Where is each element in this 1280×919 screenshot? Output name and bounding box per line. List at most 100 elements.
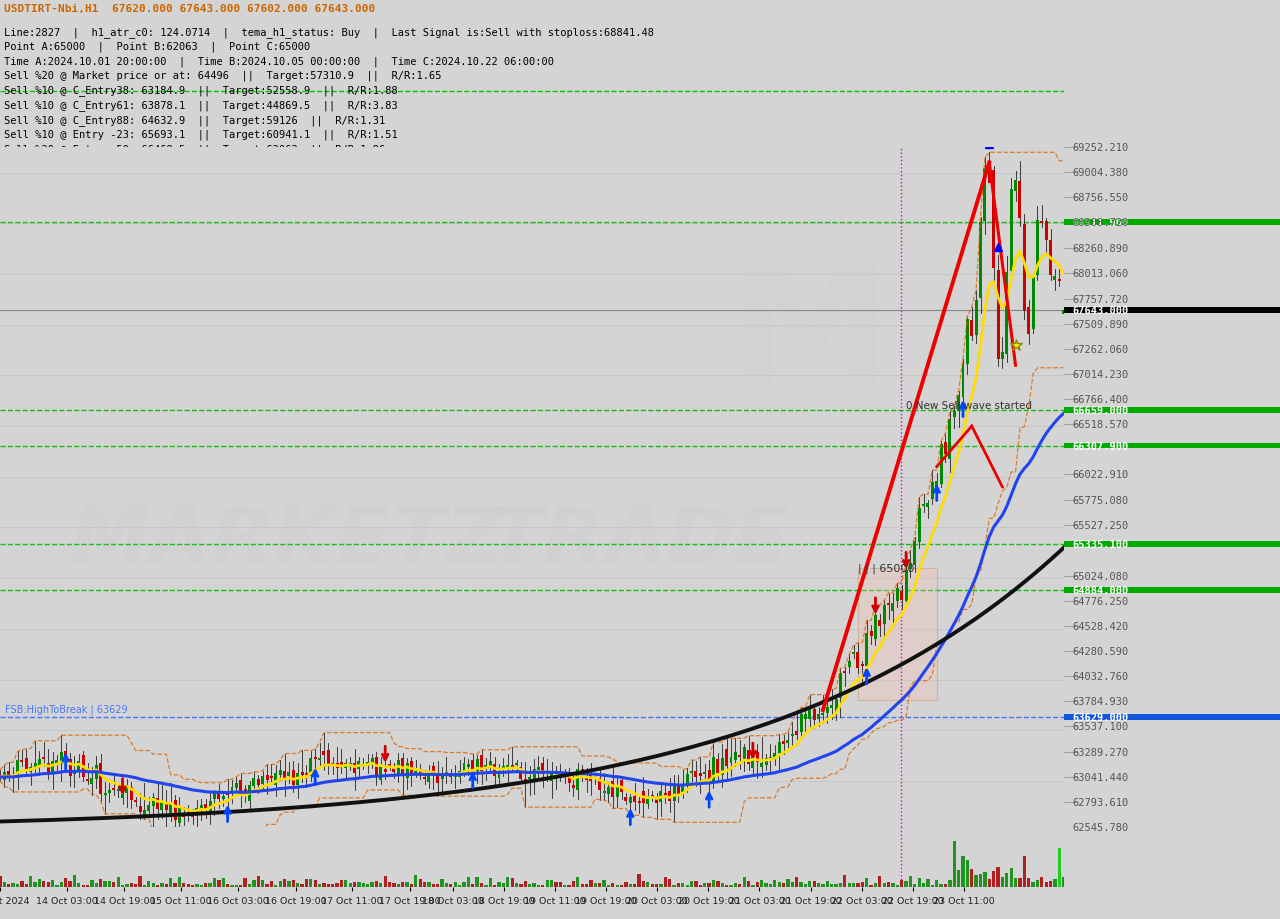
Bar — [279, 881, 282, 887]
Bar — [296, 883, 300, 887]
Bar — [261, 776, 264, 784]
Bar — [677, 785, 680, 796]
Bar — [99, 764, 102, 794]
Bar — [122, 794, 124, 798]
Bar — [484, 885, 488, 887]
Bar — [957, 396, 960, 412]
Bar — [896, 885, 899, 887]
Bar — [480, 755, 483, 771]
Text: 66307.900: 66307.900 — [1073, 441, 1129, 451]
Bar — [91, 880, 93, 887]
Bar — [29, 876, 32, 887]
Bar — [453, 882, 457, 887]
Bar — [755, 882, 759, 887]
Bar — [99, 879, 102, 887]
Bar — [274, 885, 278, 887]
Bar — [212, 878, 216, 887]
Bar — [134, 800, 137, 802]
Bar — [428, 771, 430, 782]
Bar — [1001, 353, 1004, 359]
Bar — [612, 781, 614, 797]
Bar — [205, 804, 207, 810]
Bar — [239, 780, 242, 795]
Text: 68508.720: 68508.720 — [1073, 218, 1129, 228]
Bar — [616, 786, 618, 797]
Bar — [436, 773, 439, 783]
Bar — [91, 778, 93, 784]
Bar — [270, 776, 273, 777]
Bar — [191, 815, 195, 817]
Text: 69004.380: 69004.380 — [1073, 168, 1129, 178]
Bar — [323, 752, 325, 754]
Bar — [120, 885, 124, 887]
Bar — [869, 631, 873, 636]
Bar — [502, 883, 506, 887]
Bar — [113, 789, 115, 790]
Bar — [108, 790, 111, 793]
Bar — [637, 875, 641, 887]
Bar — [147, 881, 151, 887]
Bar — [891, 603, 895, 612]
Bar — [681, 882, 685, 887]
Bar — [462, 882, 466, 887]
Bar — [541, 764, 544, 774]
Bar — [339, 879, 343, 887]
Bar — [643, 791, 645, 803]
Bar — [296, 774, 300, 786]
Bar — [323, 883, 325, 887]
Bar — [82, 885, 84, 887]
Bar — [86, 885, 90, 887]
Bar — [1027, 308, 1030, 335]
Bar — [686, 885, 689, 887]
Bar — [104, 793, 106, 795]
Bar — [730, 885, 732, 887]
Bar — [891, 883, 895, 887]
Bar — [1064, 587, 1280, 593]
Bar — [431, 766, 435, 773]
Bar — [913, 884, 916, 887]
Bar — [695, 771, 698, 777]
Bar — [353, 882, 356, 887]
Bar — [1010, 868, 1012, 887]
Bar — [948, 879, 951, 887]
Bar — [822, 884, 824, 887]
Bar — [829, 884, 833, 887]
Bar — [1057, 847, 1061, 887]
Bar — [1048, 880, 1052, 887]
Bar — [567, 776, 571, 784]
Bar — [1041, 878, 1043, 887]
Bar — [979, 874, 982, 887]
Bar — [634, 884, 636, 887]
Bar — [1023, 857, 1027, 887]
Bar — [838, 883, 842, 887]
Bar — [370, 881, 374, 887]
Bar — [764, 758, 768, 766]
Bar — [209, 883, 211, 887]
Bar — [1010, 189, 1012, 272]
Bar — [344, 763, 347, 768]
Bar — [1064, 221, 1280, 225]
Bar — [952, 841, 956, 887]
Bar — [878, 877, 882, 887]
Bar — [703, 772, 707, 775]
Bar — [314, 757, 316, 759]
Bar — [24, 758, 28, 769]
Bar — [817, 883, 820, 887]
Bar — [922, 505, 925, 506]
Bar — [445, 772, 448, 775]
Bar — [371, 758, 374, 764]
Bar — [348, 882, 352, 887]
Bar — [64, 879, 68, 887]
Bar — [375, 757, 378, 776]
Bar — [366, 762, 369, 765]
Bar — [804, 714, 806, 720]
Bar — [589, 880, 593, 887]
Bar — [576, 769, 580, 790]
Bar — [572, 785, 575, 789]
Bar — [943, 884, 947, 887]
Bar — [931, 482, 934, 499]
Bar — [739, 755, 741, 757]
Bar — [896, 588, 899, 601]
Bar — [965, 860, 969, 887]
Bar — [751, 885, 754, 887]
